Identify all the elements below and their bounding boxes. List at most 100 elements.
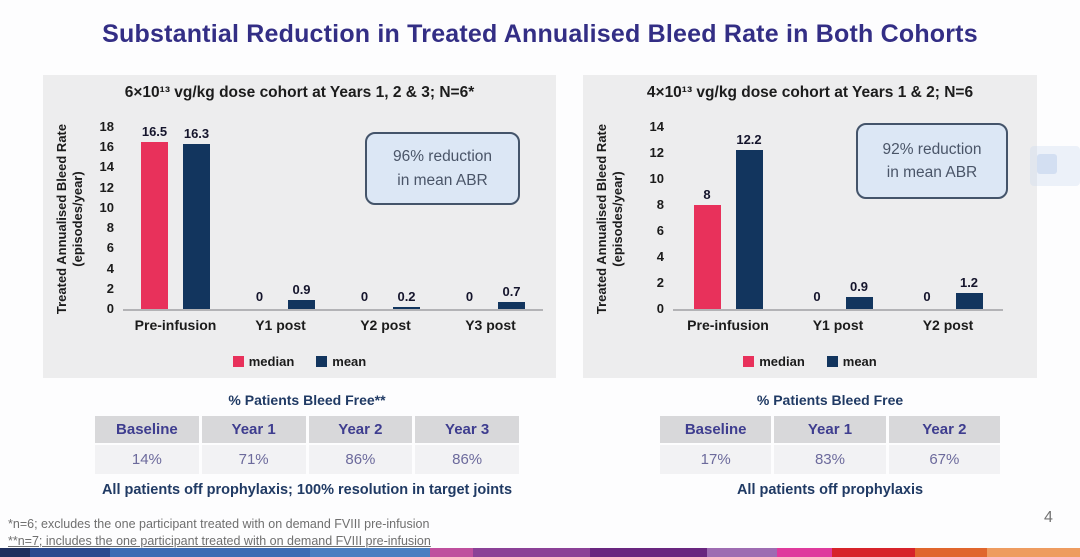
bar-value-label: 12.2 — [736, 132, 762, 148]
median-swatch-icon — [232, 356, 244, 367]
table-note: All patients off prophylaxis; 100% resol… — [101, 482, 513, 498]
footer-strip-segment — [590, 548, 707, 557]
x-category-label: Y2 post — [922, 317, 974, 333]
footer-strip-segment — [915, 548, 987, 557]
chart-legend: median mean — [43, 354, 556, 369]
x-category-label: Pre-infusion — [134, 317, 217, 333]
footer-strip-segment — [110, 548, 310, 557]
chart-plot-area: 0 2 4 6 8 10 12 14 16 18 Pre-infusion 16.5 16.3 Y1 po… — [100, 119, 543, 333]
legend-label-mean: mean — [332, 354, 367, 369]
footer-strip-segment — [987, 548, 1080, 557]
table-title: % Patients Bleed Free — [756, 392, 904, 408]
reduction-callout-line1: 92% reduction — [882, 140, 982, 158]
bar-value-label: 16.5 — [141, 124, 168, 140]
watermark-artifact-icon — [1037, 154, 1057, 174]
chart-legend: median mean — [583, 354, 1037, 369]
bleed-free-table-left: % Patients Bleed Free** Baseline Year 1 … — [95, 392, 519, 498]
bar-mean — [393, 306, 420, 309]
bar-mean — [735, 150, 763, 309]
bar-mean — [498, 301, 525, 309]
table-value-cell: 83% — [774, 445, 886, 474]
reduction-callout: 96% reduction in mean ABR — [365, 132, 520, 205]
bar-value-label: 0.2 — [397, 288, 416, 304]
footer-strip-segment — [310, 548, 430, 557]
y-axis-label-line2: (episodes/year) — [610, 171, 625, 267]
legend-label-median: median — [248, 354, 295, 369]
x-category-label: Y1 post — [812, 317, 864, 333]
table-title: % Patients Bleed Free** — [228, 392, 386, 408]
footer-strip-segment — [430, 548, 473, 557]
chart-title: 4×10¹³ vg/kg dose cohort at Years 1 & 2;… — [646, 84, 974, 101]
mean-swatch-icon — [316, 356, 328, 367]
median-swatch-icon — [743, 356, 755, 367]
bar-median — [141, 142, 168, 309]
reduction-callout-line1: 96% reduction — [392, 148, 493, 166]
bar-value-label: 1.2 — [959, 275, 979, 291]
bar-median — [693, 205, 721, 309]
y-tick-label: 16 — [99, 139, 114, 155]
page-number: 4 — [1044, 509, 1053, 526]
bar-value-label: 0.9 — [849, 279, 869, 295]
footer-strip-segment — [777, 548, 832, 557]
x-category-label: Pre-infusion — [687, 317, 769, 333]
y-tick-label: 10 — [649, 171, 664, 186]
legend-item-median: median — [232, 354, 295, 369]
bar-value-label: 0.9 — [292, 281, 311, 297]
table-value-cell: 71% — [201, 445, 306, 474]
y-tick-label: 8 — [106, 220, 114, 236]
table-header-cell: Baseline — [95, 416, 199, 443]
table-value-cell: 14% — [95, 445, 199, 474]
footer-strip-segment — [0, 548, 30, 557]
footer-brand-strip — [0, 548, 1080, 557]
y-tick-label: 8 — [656, 197, 664, 212]
footnote: *n=6; excludes the one participant treat… — [8, 517, 430, 531]
y-tick-label: 10 — [99, 199, 114, 215]
y-tick-label: 12 — [99, 179, 114, 195]
bar-value-label: 16.3 — [183, 126, 210, 142]
table-header-cell: Year 2 — [888, 416, 1000, 443]
chart-panel-6e13: 6×10¹³ vg/kg dose cohort at Years 1, 2 &… — [43, 75, 556, 378]
footnote: **n=7; includes the one participant trea… — [8, 534, 431, 548]
legend-item-mean: mean — [826, 354, 877, 369]
y-tick-label: 2 — [656, 275, 664, 290]
watermark-artifact — [1030, 146, 1080, 186]
y-axis-label-line1: Treated Annualised Bleed Rate — [593, 123, 609, 315]
y-tick-label: 4 — [656, 249, 664, 264]
footer-strip-segment — [30, 548, 110, 557]
bar-mean — [845, 297, 873, 309]
bar-value-label: 8 — [703, 187, 711, 202]
table-header-cell: Baseline — [660, 416, 772, 443]
y-tick-label: 14 — [99, 159, 114, 175]
table-value-cell: 86% — [415, 445, 519, 474]
bar-value-label: 0 — [465, 289, 474, 304]
y-tick-label: 12 — [649, 145, 664, 160]
table: Baseline Year 1 Year 2 17% 83% 67% — [660, 416, 1000, 474]
bar-mean — [955, 293, 983, 309]
footer-strip-segment — [707, 548, 777, 557]
table-value-cell: 17% — [660, 445, 772, 474]
legend-item-mean: mean — [316, 354, 366, 369]
x-category-label: Y1 post — [255, 317, 306, 333]
y-tick-label: 0 — [106, 301, 114, 316]
footer-strip-segment — [473, 548, 590, 557]
bleed-free-table-right: % Patients Bleed Free Baseline Year 1 Ye… — [660, 392, 1000, 498]
reduction-callout: 92% reduction in mean ABR — [856, 123, 1008, 199]
bar-value-label: 0 — [813, 289, 821, 304]
chart-title: 6×10¹³ vg/kg dose cohort at Years 1, 2 &… — [124, 84, 475, 101]
table-value-cell: 86% — [308, 445, 413, 474]
legend-item-median: median — [743, 354, 805, 369]
table-header-cell: Year 3 — [415, 416, 519, 443]
reduction-callout-line2: in mean ABR — [886, 164, 978, 181]
bar-mean — [183, 144, 210, 309]
table-value-cell: 67% — [888, 445, 1000, 474]
table-header-cell: Year 1 — [201, 416, 306, 443]
bar-value-label: 0 — [360, 289, 369, 304]
bar-value-label: 0 — [255, 289, 264, 304]
y-tick-label: 6 — [106, 240, 114, 256]
legend-label-mean: mean — [842, 354, 877, 369]
footer-strip-segment — [832, 548, 915, 557]
y-tick-label: 0 — [656, 301, 664, 316]
reduction-callout-line2: in mean ABR — [397, 171, 488, 189]
footnotes: *n=6; excludes the one participant treat… — [8, 516, 431, 550]
